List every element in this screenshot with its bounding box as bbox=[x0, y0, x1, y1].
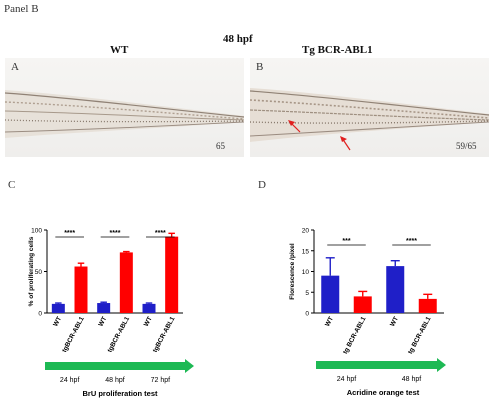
group-label: 24 hpf bbox=[60, 377, 80, 384]
group-label: 72 hpf bbox=[151, 377, 171, 384]
y-tick-label: 0 bbox=[305, 311, 309, 318]
chart-letter-c: C bbox=[8, 179, 16, 191]
chart-letter-d: D bbox=[258, 179, 266, 191]
category-label: WT bbox=[143, 316, 154, 328]
category-label: WT bbox=[389, 316, 400, 328]
image-count-b: 59/65 bbox=[456, 141, 477, 151]
microscopy-image-wt bbox=[4, 58, 245, 157]
significance-label: **** bbox=[110, 230, 121, 237]
header-wt: WT bbox=[110, 44, 129, 56]
fluorescence-chart: 0 5 10 15 20 Florescence /pixel WT tg BCR-ABL1 W… bbox=[289, 228, 446, 397]
zebrafish-tail-tg bbox=[249, 88, 490, 151]
bar bbox=[74, 266, 88, 313]
bar bbox=[142, 303, 156, 313]
y-axis-label: Florescence /pixel bbox=[289, 243, 296, 300]
bar bbox=[51, 303, 65, 313]
significance-label: *** bbox=[342, 238, 350, 245]
image-letter-b: B bbox=[256, 61, 264, 73]
zebrafish-tail-wt bbox=[4, 90, 245, 138]
category-label: tgBCR-ABL1 bbox=[106, 315, 131, 353]
bar bbox=[418, 298, 437, 313]
group-label: 48 hpf bbox=[402, 376, 422, 383]
microscopy-image-tg bbox=[249, 58, 490, 157]
timeline-arrowhead bbox=[437, 358, 446, 372]
significance-label: **** bbox=[406, 238, 417, 245]
chart-caption: Acridine orange test bbox=[347, 388, 420, 397]
category-label: tgBCR-ABL1 bbox=[152, 315, 177, 353]
bar bbox=[97, 303, 111, 313]
panel-title: Panel B bbox=[4, 3, 39, 15]
y-tick-label: 100 bbox=[31, 228, 42, 235]
y-axis-label: % of proliferating cells bbox=[28, 236, 35, 306]
bar bbox=[386, 266, 405, 313]
bar bbox=[321, 275, 340, 313]
chart-caption: BrU proliferation test bbox=[82, 389, 158, 398]
y-tick-label: 0 bbox=[38, 311, 42, 318]
significance-label: **** bbox=[64, 230, 75, 237]
category-label: WT bbox=[324, 316, 335, 328]
group-label: 48 hpf bbox=[105, 377, 125, 384]
time-label: 48 hpf bbox=[223, 33, 253, 45]
y-tick-label: 10 bbox=[302, 269, 310, 276]
header-tg: Tg BCR-ABL1 bbox=[302, 44, 373, 56]
category-label: tg BCR-ABL1 bbox=[407, 315, 433, 355]
category-label: WT bbox=[52, 316, 63, 328]
category-label: tgBCR-ABL1 bbox=[61, 315, 86, 353]
group-label: 24 hpf bbox=[337, 376, 357, 383]
y-tick-label: 5 bbox=[305, 290, 309, 297]
category-label: WT bbox=[98, 316, 109, 328]
timeline-arrow bbox=[316, 361, 438, 369]
image-count-a: 65 bbox=[216, 141, 225, 151]
timeline-arrow bbox=[45, 362, 186, 370]
bar bbox=[165, 236, 179, 313]
timeline-arrowhead bbox=[185, 359, 194, 373]
bar bbox=[119, 252, 133, 313]
y-tick-label: 50 bbox=[35, 269, 43, 276]
significance-label: **** bbox=[155, 230, 166, 237]
category-label: tg BCR-ABL1 bbox=[342, 315, 368, 355]
y-tick-label: 15 bbox=[302, 248, 310, 255]
y-tick-label: 20 bbox=[302, 228, 310, 235]
bar bbox=[353, 296, 372, 313]
image-letter-a: A bbox=[11, 61, 19, 73]
